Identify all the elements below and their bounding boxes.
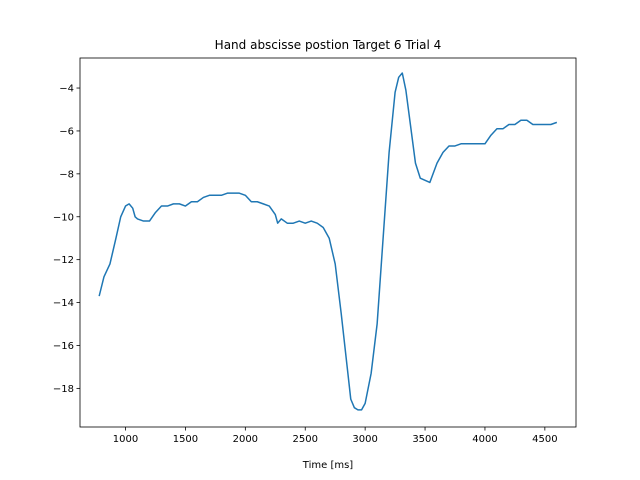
y-tick-label: −16 (53, 341, 74, 352)
y-tick-label: −18 (53, 384, 74, 395)
x-tick-label: 3500 (412, 434, 437, 445)
y-tick-label: −6 (59, 126, 74, 137)
y-tick-label: −8 (59, 169, 74, 180)
axes-frame (79, 57, 577, 428)
plot-area (79, 57, 577, 428)
x-tick-label: 2500 (293, 434, 318, 445)
x-tick-label: 4500 (532, 434, 557, 445)
series-layer (98, 72, 558, 411)
y-tick-label: −4 (59, 84, 74, 95)
x-axis: 1000 1500 2000 2500 3000 3500 4000 4500 (113, 427, 558, 445)
x-tick-label: 3000 (352, 434, 377, 445)
y-tick-label: −14 (53, 298, 74, 309)
x-tick-label: 4000 (472, 434, 497, 445)
x-axis-label: Time [ms] (302, 460, 354, 471)
chart-title: Hand abscisse postion Target 6 Trial 4 (215, 38, 442, 52)
x-tick-label: 1000 (113, 434, 138, 445)
y-tick-label: −12 (53, 255, 74, 266)
x-tick-label: 1500 (173, 434, 198, 445)
y-axis: −18 −16 −14 −12 −10 −8 −6 −4 (53, 84, 80, 395)
y-tick-label: −10 (53, 212, 74, 223)
x-tick-label: 2000 (233, 434, 258, 445)
series-line-0 (98, 72, 558, 411)
